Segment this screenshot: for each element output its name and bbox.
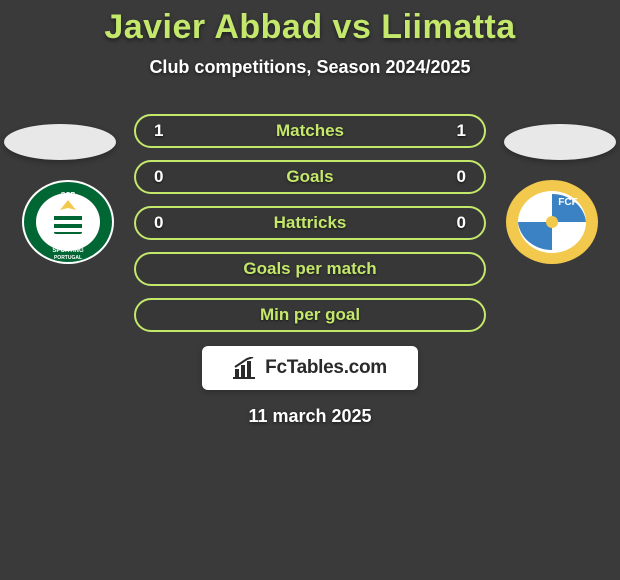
stat-left-value: 0 [154,213,174,233]
stat-label: Min per goal [260,305,360,325]
club-logo-left: SCP SPORTING PORTUGAL [18,178,118,266]
player-photo-right [504,124,616,160]
stat-row-goals-per-match: Goals per match [134,252,486,286]
stat-left-value: 1 [154,121,174,141]
comparison-card: Javier Abbad vs Liimatta Club competitio… [0,0,620,427]
stat-right-value: 1 [446,121,466,141]
fcf-badge-icon: FCF [502,178,602,266]
stats-area: SCP SPORTING PORTUGAL FCF 1 Matches 1 0 … [0,114,620,332]
stat-label: Matches [174,121,446,141]
player-photo-left [4,124,116,160]
page-title: Javier Abbad vs Liimatta [0,8,620,47]
branding-box: FcTables.com [202,346,418,390]
bar-chart-icon [233,357,259,379]
page-subtitle: Club competitions, Season 2024/2025 [0,57,620,78]
stat-row-goals: 0 Goals 0 [134,160,486,194]
stat-label: Goals [174,167,446,187]
svg-text:SCP: SCP [61,192,76,199]
svg-text:FCF: FCF [558,197,577,208]
branding-text: FcTables.com [265,357,387,379]
club-logo-right: FCF [502,178,602,266]
sporting-badge-icon: SCP SPORTING PORTUGAL [18,178,118,266]
stat-row-hattricks: 0 Hattricks 0 [134,206,486,240]
svg-text:SPORTING: SPORTING [52,248,84,254]
stat-label: Goals per match [243,259,376,279]
stat-row-min-per-goal: Min per goal [134,298,486,332]
stat-right-value: 0 [446,167,466,187]
stat-left-value: 0 [154,167,174,187]
stat-right-value: 0 [446,213,466,233]
date-label: 11 march 2025 [0,406,620,427]
stat-row-matches: 1 Matches 1 [134,114,486,148]
svg-text:PORTUGAL: PORTUGAL [54,255,82,261]
stat-label: Hattricks [174,213,446,233]
